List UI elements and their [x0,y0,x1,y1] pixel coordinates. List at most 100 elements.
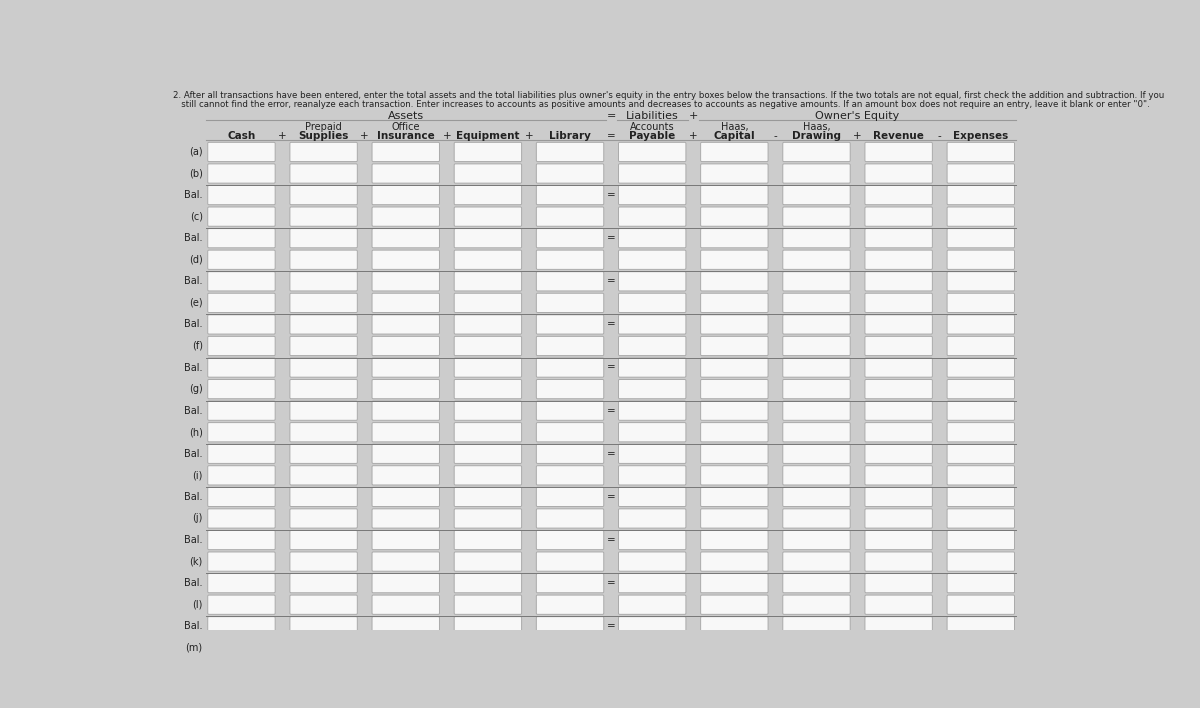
FancyBboxPatch shape [947,573,1014,593]
FancyBboxPatch shape [290,164,358,183]
FancyBboxPatch shape [454,379,522,399]
FancyBboxPatch shape [536,573,604,593]
Text: (i): (i) [192,470,203,480]
Text: +: + [443,131,451,141]
FancyBboxPatch shape [618,595,686,615]
Text: Cash: Cash [227,131,256,141]
FancyBboxPatch shape [782,509,851,528]
FancyBboxPatch shape [701,487,768,506]
Text: (l): (l) [192,600,203,610]
FancyBboxPatch shape [372,638,439,658]
FancyBboxPatch shape [782,293,851,312]
Text: Bal.: Bal. [185,362,203,372]
FancyBboxPatch shape [865,293,932,312]
FancyBboxPatch shape [290,229,358,248]
FancyBboxPatch shape [618,487,686,506]
FancyBboxPatch shape [536,358,604,377]
FancyBboxPatch shape [782,444,851,464]
FancyBboxPatch shape [947,638,1014,658]
FancyBboxPatch shape [290,293,358,312]
FancyBboxPatch shape [536,487,604,506]
Text: Drawing: Drawing [792,131,841,141]
FancyBboxPatch shape [208,530,275,549]
FancyBboxPatch shape [618,229,686,248]
FancyBboxPatch shape [947,487,1014,506]
FancyBboxPatch shape [947,229,1014,248]
Text: Library: Library [550,131,590,141]
FancyBboxPatch shape [701,617,768,636]
FancyBboxPatch shape [454,423,522,442]
FancyBboxPatch shape [372,229,439,248]
FancyBboxPatch shape [372,423,439,442]
FancyBboxPatch shape [208,336,275,355]
Text: 2. After all transactions have been entered, enter the total assets and the tota: 2. After all transactions have been ente… [173,91,1164,100]
FancyBboxPatch shape [208,444,275,464]
FancyBboxPatch shape [782,250,851,269]
Text: Supplies: Supplies [299,131,349,141]
Text: Bal.: Bal. [185,449,203,459]
FancyBboxPatch shape [865,487,932,506]
FancyBboxPatch shape [208,573,275,593]
FancyBboxPatch shape [372,509,439,528]
FancyBboxPatch shape [701,530,768,549]
FancyBboxPatch shape [701,423,768,442]
FancyBboxPatch shape [865,423,932,442]
FancyBboxPatch shape [208,250,275,269]
FancyBboxPatch shape [208,401,275,421]
FancyBboxPatch shape [454,142,522,161]
FancyBboxPatch shape [208,487,275,506]
Text: (g): (g) [188,384,203,394]
FancyBboxPatch shape [208,552,275,571]
Text: =: = [607,492,616,502]
FancyBboxPatch shape [701,293,768,312]
Text: =: = [607,449,616,459]
FancyBboxPatch shape [947,358,1014,377]
FancyBboxPatch shape [536,272,604,291]
FancyBboxPatch shape [536,250,604,269]
FancyBboxPatch shape [865,401,932,421]
FancyBboxPatch shape [290,617,358,636]
FancyBboxPatch shape [701,401,768,421]
FancyBboxPatch shape [618,466,686,485]
FancyBboxPatch shape [536,595,604,615]
FancyBboxPatch shape [536,164,604,183]
FancyBboxPatch shape [782,466,851,485]
FancyBboxPatch shape [865,444,932,464]
FancyBboxPatch shape [208,423,275,442]
FancyBboxPatch shape [454,164,522,183]
Text: =: = [606,111,616,121]
Text: =: = [607,131,616,141]
FancyBboxPatch shape [536,530,604,549]
FancyBboxPatch shape [290,487,358,506]
FancyBboxPatch shape [618,142,686,161]
Text: -: - [938,131,942,141]
FancyBboxPatch shape [208,293,275,312]
FancyBboxPatch shape [454,272,522,291]
FancyBboxPatch shape [701,229,768,248]
Text: (m): (m) [186,643,203,653]
FancyBboxPatch shape [372,207,439,227]
FancyBboxPatch shape [454,509,522,528]
FancyBboxPatch shape [208,466,275,485]
FancyBboxPatch shape [782,638,851,658]
Text: Bal.: Bal. [185,319,203,329]
FancyBboxPatch shape [536,444,604,464]
FancyBboxPatch shape [865,185,932,205]
FancyBboxPatch shape [290,573,358,593]
Text: Bal.: Bal. [185,578,203,588]
FancyBboxPatch shape [701,272,768,291]
FancyBboxPatch shape [208,164,275,183]
FancyBboxPatch shape [372,617,439,636]
FancyBboxPatch shape [290,185,358,205]
FancyBboxPatch shape [947,207,1014,227]
FancyBboxPatch shape [701,358,768,377]
Text: (e): (e) [190,298,203,308]
FancyBboxPatch shape [782,617,851,636]
FancyBboxPatch shape [947,595,1014,615]
FancyBboxPatch shape [618,315,686,334]
FancyBboxPatch shape [536,552,604,571]
FancyBboxPatch shape [290,444,358,464]
FancyBboxPatch shape [372,164,439,183]
FancyBboxPatch shape [782,142,851,161]
FancyBboxPatch shape [618,185,686,205]
